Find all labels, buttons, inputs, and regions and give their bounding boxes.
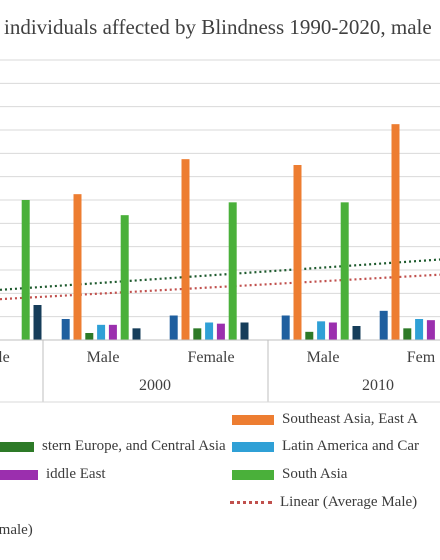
- tick-label: Female: [187, 349, 234, 366]
- bar: [120, 215, 129, 340]
- legend-item: Latin America and Car: [232, 438, 419, 455]
- bar: [293, 165, 302, 340]
- legend-label: South Asia: [282, 466, 348, 482]
- year-label: 2000: [139, 377, 171, 394]
- bar: [205, 322, 214, 340]
- tick-label: le: [0, 349, 10, 366]
- x-axis: le Male Female Male Fem 2000 2010: [0, 339, 440, 403]
- bar: [181, 159, 190, 340]
- bar: [73, 194, 82, 340]
- bars-layer: [21, 124, 435, 341]
- legend-item: emale): [0, 522, 33, 539]
- bar: [132, 328, 141, 340]
- bar: [352, 326, 361, 340]
- gridlines: [0, 59, 440, 341]
- bar: [61, 319, 70, 340]
- bar: [97, 324, 106, 340]
- bar: [317, 321, 326, 340]
- legend-item: stern Europe, and Central Asia: [0, 438, 226, 455]
- trendlines: [0, 258, 440, 301]
- legend-swatch: [0, 469, 38, 480]
- bar: [415, 319, 424, 340]
- legend-label: Southeast Asia, East A: [282, 411, 418, 427]
- legend-item: South Asia: [232, 466, 347, 483]
- bar-chart: individuals affected by Blindness 1990-2…: [0, 15, 440, 403]
- bar: [340, 202, 349, 340]
- bar: [305, 331, 314, 340]
- year-label: 2010: [362, 377, 394, 394]
- bar: [391, 124, 400, 341]
- tick-label: Male: [87, 349, 120, 366]
- bar: [228, 202, 237, 340]
- legend-swatch: [232, 414, 274, 425]
- trendline: [0, 273, 440, 301]
- chart-title: individuals affected by Blindness 1990-2…: [4, 15, 432, 39]
- bar: [216, 323, 225, 340]
- tick-label: Male: [307, 349, 340, 366]
- bar: [328, 322, 337, 340]
- legend-line-swatch: [230, 501, 272, 504]
- trendline: [0, 258, 440, 291]
- legend-label: Linear (Average Male): [280, 494, 418, 510]
- bar: [169, 315, 178, 340]
- bar: [281, 315, 290, 340]
- bar: [108, 324, 117, 340]
- legend-swatch: [0, 441, 34, 452]
- legend-swatch: [232, 469, 274, 480]
- bar: [85, 333, 94, 340]
- legend-swatch: [232, 441, 274, 452]
- legend-item: Southeast Asia, East A: [232, 411, 418, 428]
- bar: [426, 320, 435, 340]
- legend-label: stern Europe, and Central Asia: [42, 438, 226, 454]
- tick-label: Fem: [407, 349, 436, 366]
- legend-item: Linear (Average Male): [230, 494, 417, 511]
- bar: [240, 322, 249, 340]
- legend-label: emale): [0, 522, 33, 538]
- legend-item: iddle East: [0, 466, 106, 483]
- legend-label: Latin America and Car: [282, 438, 420, 454]
- bar: [33, 305, 42, 340]
- bar: [21, 200, 30, 340]
- bar: [379, 310, 388, 340]
- bar: [403, 328, 412, 340]
- legend-label: iddle East: [46, 466, 106, 482]
- bar: [193, 328, 202, 340]
